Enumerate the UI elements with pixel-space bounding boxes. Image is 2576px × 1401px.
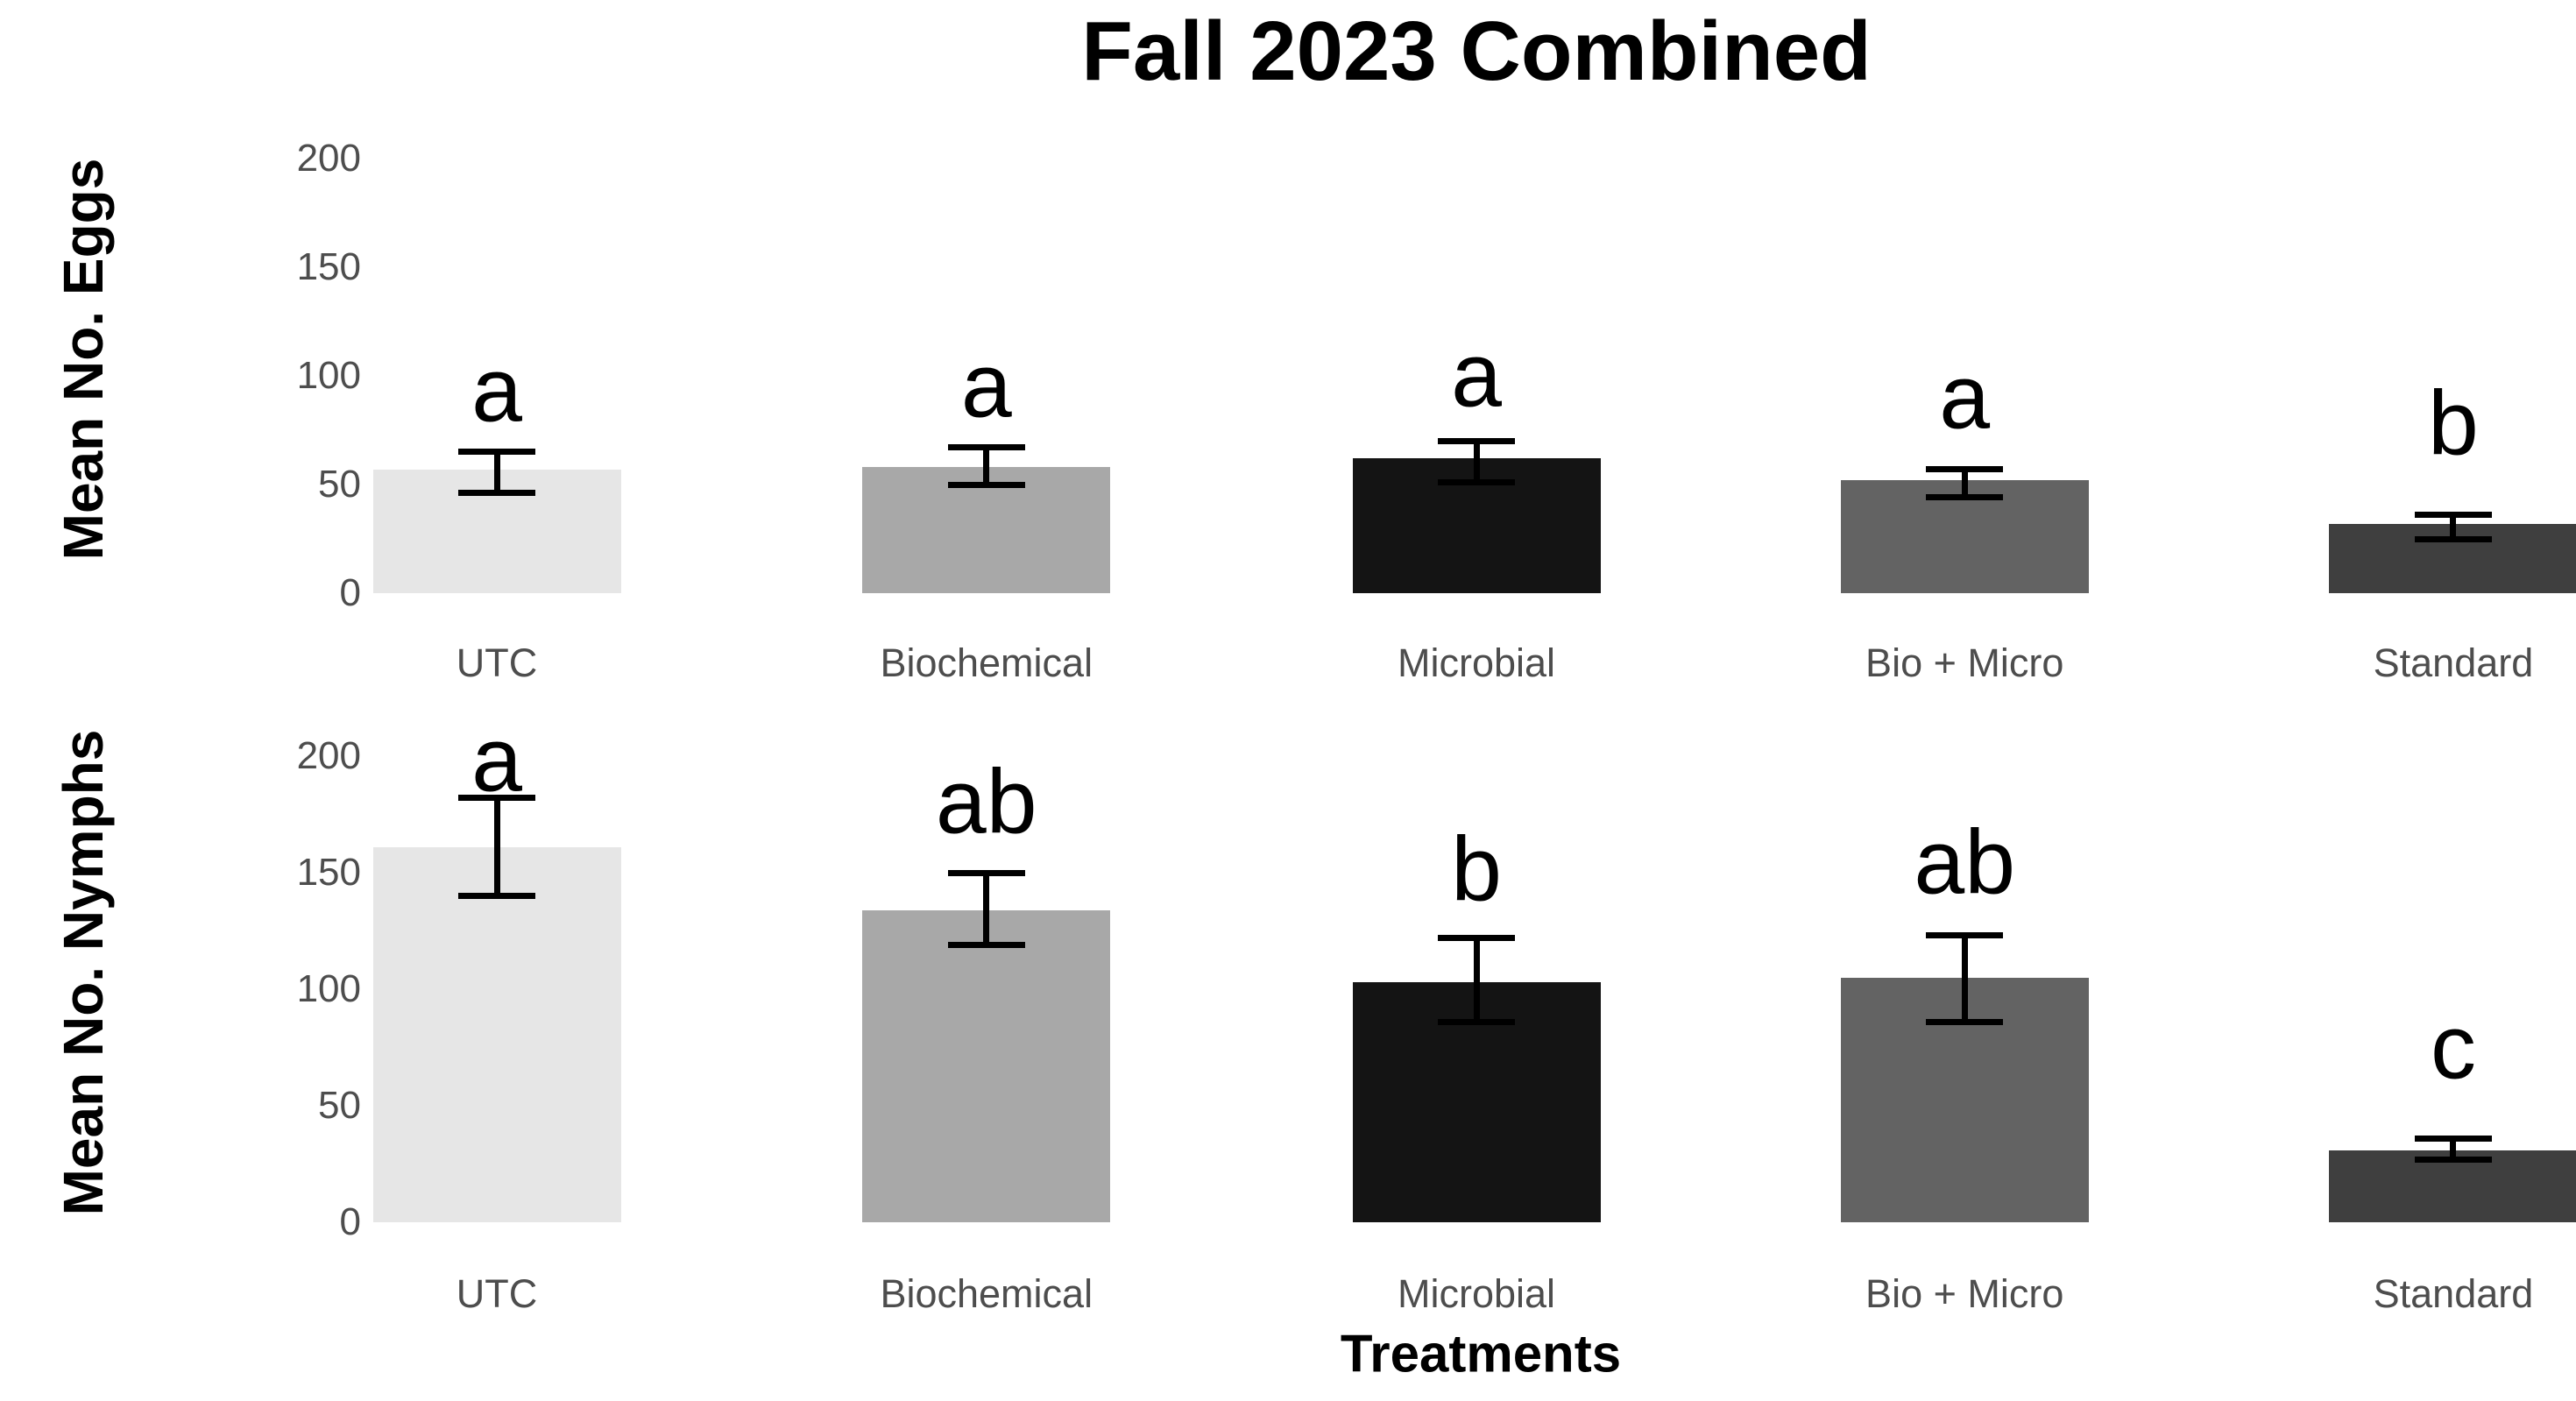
error-cap-bottom-microbial xyxy=(1438,1018,1515,1025)
error-bar-utc xyxy=(493,797,500,896)
y-tick-label: 100 xyxy=(296,967,361,1010)
error-bar-bio-micro xyxy=(1961,469,1968,498)
sig-letter-microbial: a xyxy=(1451,324,1502,427)
error-cap-top-utc xyxy=(458,449,536,456)
x-category-label-biochemical: Biochemical xyxy=(880,640,1093,685)
error-bar-biochemical xyxy=(983,873,990,945)
x-category-label-biochemical: Biochemical xyxy=(880,1271,1093,1316)
error-cap-bottom-biochemical xyxy=(947,481,1025,488)
error-bar-standard xyxy=(2450,514,2457,539)
error-cap-bottom-standard xyxy=(2414,1156,2492,1163)
error-bar-microbial xyxy=(1473,938,1480,1022)
sig-letter-bio-micro: ab xyxy=(1914,811,2016,914)
x-category-label-standard: Standard xyxy=(2373,640,2534,685)
error-cap-top-utc xyxy=(458,795,536,802)
y-tick-label: 200 xyxy=(296,734,361,777)
sig-letter-utc: a xyxy=(471,339,522,442)
error-cap-top-standard xyxy=(2414,1135,2492,1142)
sig-letter-bio-micro: a xyxy=(1939,346,1991,449)
bar-utc xyxy=(372,846,621,1222)
error-cap-bottom-microbial xyxy=(1438,479,1515,486)
error-cap-bottom-standard xyxy=(2414,535,2492,542)
error-cap-bottom-utc xyxy=(458,490,536,497)
y-axis-title-nymphs: Mean No. Nymphs xyxy=(52,729,115,1216)
error-cap-top-microbial xyxy=(1438,934,1515,941)
x-category-label-microbial: Microbial xyxy=(1397,640,1556,685)
sig-letter-standard: b xyxy=(2428,372,2479,475)
y-tick-label: 50 xyxy=(318,463,361,506)
y-tick-label: 200 xyxy=(296,137,361,180)
error-cap-bottom-bio-micro xyxy=(1926,1018,2004,1025)
error-bar-utc xyxy=(493,451,500,493)
error-cap-bottom-utc xyxy=(458,893,536,900)
sig-letter-biochemical: a xyxy=(960,335,1012,437)
error-bar-biochemical xyxy=(983,447,990,485)
sig-letter-utc: a xyxy=(471,709,522,811)
x-category-label-utc: UTC xyxy=(456,640,538,685)
sig-letter-biochemical: ab xyxy=(935,751,1037,853)
error-cap-top-bio-micro xyxy=(1926,932,2004,939)
error-cap-top-biochemical xyxy=(947,444,1025,451)
sig-letter-microbial: b xyxy=(1451,818,1502,921)
x-category-label-utc: UTC xyxy=(456,1271,538,1316)
error-bar-bio-micro xyxy=(1961,935,1968,1022)
x-category-label-bio-micro: Bio + Micro xyxy=(1865,640,2064,685)
y-tick-label: 150 xyxy=(296,851,361,894)
x-category-label-bio-micro: Bio + Micro xyxy=(1865,1271,2064,1316)
error-cap-bottom-biochemical xyxy=(947,941,1025,948)
bar-biochemical xyxy=(862,467,1111,593)
error-bar-microbial xyxy=(1473,441,1480,483)
y-tick-label: 150 xyxy=(296,245,361,288)
x-category-label-microbial: Microbial xyxy=(1397,1271,1556,1316)
bar-biochemical xyxy=(862,909,1111,1222)
error-cap-bottom-bio-micro xyxy=(1926,494,2004,501)
x-axis-title: Treatments xyxy=(1340,1324,1622,1383)
y-tick-label: 0 xyxy=(339,1200,361,1243)
error-cap-top-standard xyxy=(2414,512,2492,519)
y-tick-label: 0 xyxy=(339,571,361,614)
x-category-label-standard: Standard xyxy=(2373,1271,2534,1316)
y-tick-label: 100 xyxy=(296,354,361,397)
error-cap-top-biochemical xyxy=(947,869,1025,876)
figure-title: Fall 2023 Combined xyxy=(1081,4,1872,98)
sig-letter-standard: c xyxy=(2430,996,2476,1098)
error-cap-top-microbial xyxy=(1438,437,1515,444)
error-cap-top-bio-micro xyxy=(1926,466,2004,473)
y-axis-title-eggs: Mean No. Eggs xyxy=(52,158,115,561)
y-tick-label: 50 xyxy=(318,1084,361,1127)
error-bar-standard xyxy=(2450,1138,2457,1160)
